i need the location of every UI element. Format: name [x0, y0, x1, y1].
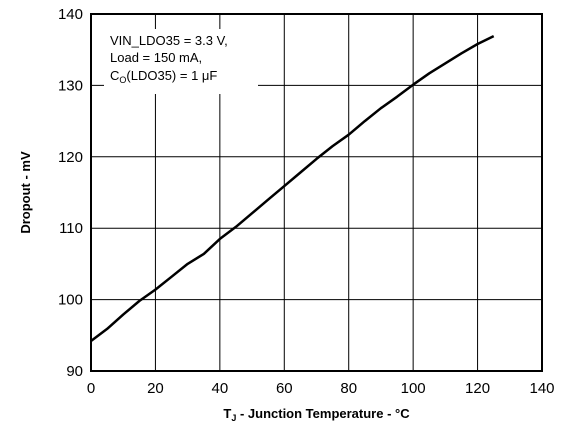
plot-frame: [90, 13, 543, 372]
series-line: [90, 34, 495, 342]
x-axis-title-main: T: [223, 406, 231, 421]
annotation-line-3-sub: O: [119, 75, 126, 85]
x-tick-label: 140: [529, 380, 554, 397]
annotation-line-2: Load = 150 mA,: [110, 50, 202, 65]
annotation-line-3: CO(LDO35) = 1 μF: [110, 68, 217, 85]
y-tick-label: 120: [58, 149, 83, 166]
x-tick-label: 20: [147, 380, 164, 397]
x-axis-title: TJ - Junction Temperature - °C: [223, 406, 410, 423]
y-tick-label: 130: [58, 77, 83, 94]
data-series: [90, 34, 495, 342]
x-tick-labels: 0 20 40 60 80 100 120 140: [87, 380, 555, 397]
y-axis-title: Dropout - mV: [18, 151, 33, 234]
x-tick-label: 60: [276, 380, 293, 397]
x-axis-title-sub: J: [231, 413, 236, 423]
annotation-line-3-main: C: [110, 68, 119, 83]
annotation-line-1: VIN_LDO35 = 3.3 V,: [110, 33, 228, 48]
y-tick-label: 140: [58, 6, 83, 23]
y-tick-labels: 90 100 110 120 130 140: [58, 6, 83, 380]
y-tick-label: 90: [66, 363, 83, 380]
x-tick-label: 40: [212, 380, 229, 397]
x-tick-label: 0: [87, 380, 95, 397]
x-axis-title-rest: - Junction Temperature - °C: [236, 406, 410, 421]
x-tick-label: 120: [465, 380, 490, 397]
y-tick-label: 110: [59, 220, 83, 237]
y-tick-label: 100: [58, 292, 83, 309]
annotation-line-3-rest: (LDO35) = 1 μF: [126, 68, 217, 83]
annotation-box: [104, 29, 258, 94]
x-tick-label: 80: [340, 380, 357, 397]
x-tick-label: 100: [401, 380, 426, 397]
